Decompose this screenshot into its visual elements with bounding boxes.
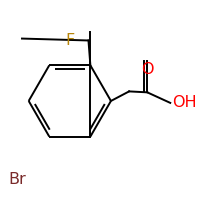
- Text: OH: OH: [172, 95, 197, 110]
- Text: F: F: [65, 33, 74, 48]
- Text: Br: Br: [9, 172, 26, 187]
- Text: O: O: [141, 62, 154, 77]
